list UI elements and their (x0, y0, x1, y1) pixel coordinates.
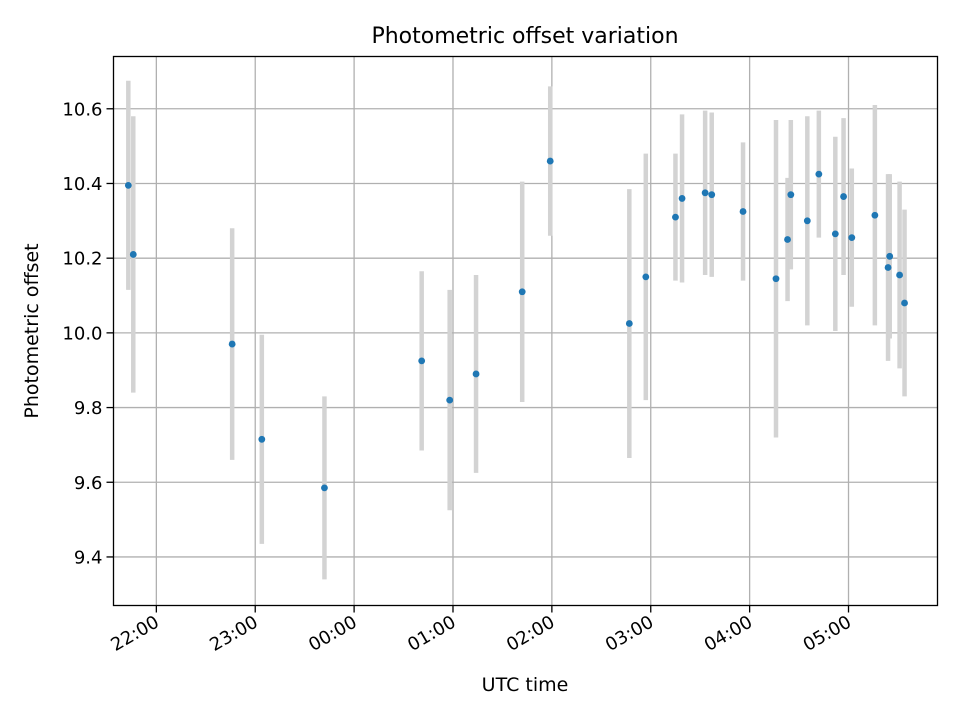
x-tick-label: 02:00 (503, 612, 558, 656)
data-point (815, 170, 823, 178)
data-point (840, 193, 847, 200)
y-tick-label: 10.2 (62, 249, 102, 270)
data-point (672, 213, 679, 221)
data-point (124, 181, 132, 189)
data-point (831, 230, 839, 238)
data-point (871, 211, 879, 219)
x-tick-label: 22:00 (107, 612, 162, 656)
y-tick-label: 9.8 (74, 398, 103, 419)
data-point (787, 191, 795, 199)
data-point (772, 275, 780, 283)
data-point (886, 252, 894, 260)
x-tick-label: 03:00 (602, 612, 657, 656)
data-point (884, 264, 892, 271)
data-point (642, 273, 650, 281)
y-axis-label: Photometric offset (21, 243, 43, 418)
x-tick-label: 00:00 (305, 612, 360, 656)
data-point (803, 217, 811, 225)
data-point (518, 288, 526, 296)
y-tick-label: 10.4 (62, 174, 102, 195)
plot-area-frame (112, 55, 939, 607)
y-tick-label: 10.0 (62, 323, 102, 344)
data-point (418, 357, 426, 365)
data-point (739, 208, 747, 215)
data-point (848, 234, 856, 242)
x-tick-label: 04:00 (701, 612, 756, 656)
x-axis-label: UTC time (482, 674, 569, 696)
data-point (546, 157, 554, 165)
data-point (701, 189, 709, 197)
data-point (901, 299, 908, 307)
chart-title: Photometric offset variation (371, 24, 678, 49)
data-point (321, 484, 328, 492)
grid (113, 56, 938, 606)
data-point (896, 271, 903, 279)
x-tick-label: 01:00 (404, 612, 459, 656)
x-tick-label: 23:00 (206, 612, 261, 656)
y-tick-label: 9.6 (74, 473, 103, 494)
data-point (708, 191, 716, 199)
x-axis-ticks: 22:00 23:00 00:00 01:00 02:00 03:00 04:00 05:00 (107, 605, 855, 656)
y-tick-label: 10.6 (62, 99, 102, 120)
data-point (129, 251, 137, 258)
data-point (228, 340, 236, 348)
data-point (472, 370, 480, 378)
data-point (446, 396, 454, 404)
x-tick-label: 05:00 (800, 612, 855, 656)
data-points (124, 157, 908, 492)
y-tick-label: 9.4 (74, 547, 103, 568)
data-point (625, 320, 633, 327)
data-point (258, 435, 266, 443)
y-axis-ticks: 9.4 9.6 9.8 10.0 10.2 10.4 10.6 (62, 99, 114, 568)
error-bars (126, 80, 907, 580)
data-point (678, 195, 686, 202)
data-point (784, 236, 791, 243)
